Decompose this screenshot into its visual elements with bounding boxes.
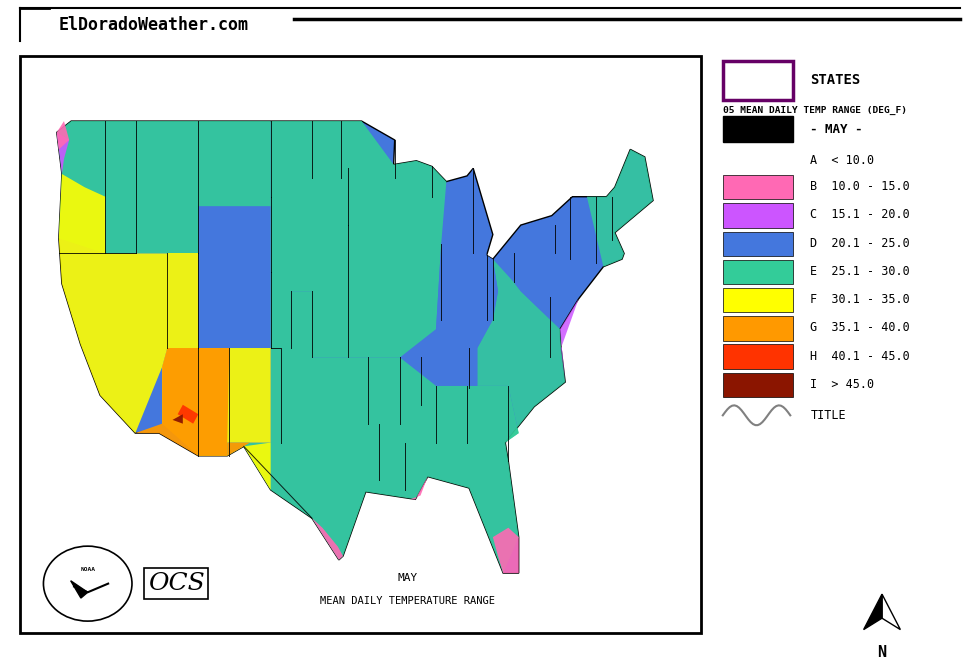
Polygon shape <box>560 299 578 382</box>
Bar <box>723 345 793 369</box>
Text: OCS: OCS <box>148 572 205 595</box>
Bar <box>723 203 793 227</box>
Text: N: N <box>877 645 887 659</box>
Polygon shape <box>227 291 518 573</box>
Text: 05 MEAN DAILY TEMP RANGE (DEG_F): 05 MEAN DAILY TEMP RANGE (DEG_F) <box>723 106 906 115</box>
Bar <box>723 260 793 284</box>
Polygon shape <box>135 348 229 456</box>
Polygon shape <box>71 581 88 598</box>
Polygon shape <box>312 518 343 560</box>
Polygon shape <box>57 121 270 254</box>
Polygon shape <box>411 476 427 500</box>
Polygon shape <box>57 121 70 150</box>
Text: G  35.1 - 40.0: G 35.1 - 40.0 <box>810 322 910 334</box>
Polygon shape <box>177 405 198 424</box>
Circle shape <box>43 546 132 621</box>
Text: A  < 10.0: A < 10.0 <box>810 154 874 167</box>
Polygon shape <box>882 594 901 629</box>
Bar <box>723 288 793 312</box>
Bar <box>723 316 793 341</box>
Text: ElDoradoWeather.com: ElDoradoWeather.com <box>59 16 249 34</box>
Polygon shape <box>57 121 653 573</box>
Polygon shape <box>270 121 446 357</box>
Text: H  40.1 - 45.0: H 40.1 - 45.0 <box>810 349 910 362</box>
Bar <box>723 116 793 142</box>
Text: C  15.1 - 20.0: C 15.1 - 20.0 <box>810 208 910 221</box>
Text: I  > 45.0: I > 45.0 <box>810 378 874 391</box>
Bar <box>723 175 793 200</box>
Polygon shape <box>227 443 250 456</box>
Polygon shape <box>57 132 70 174</box>
Text: MAY: MAY <box>398 573 417 583</box>
Text: TITLE: TITLE <box>810 409 846 422</box>
Polygon shape <box>477 259 565 443</box>
Text: MEAN DAILY TEMPERATURE RANGE: MEAN DAILY TEMPERATURE RANGE <box>320 596 495 606</box>
Polygon shape <box>162 348 270 456</box>
Polygon shape <box>436 168 498 386</box>
Text: NOAA: NOAA <box>80 567 95 572</box>
Text: B  10.0 - 15.0: B 10.0 - 15.0 <box>810 180 910 193</box>
Polygon shape <box>244 443 270 490</box>
Text: F  30.1 - 35.0: F 30.1 - 35.0 <box>810 293 910 306</box>
Polygon shape <box>59 174 168 433</box>
Text: D  20.1 - 25.0: D 20.1 - 25.0 <box>810 237 910 250</box>
Text: STATES: STATES <box>810 73 860 88</box>
Polygon shape <box>587 150 653 267</box>
Bar <box>723 373 793 397</box>
Bar <box>723 231 793 256</box>
Bar <box>723 61 793 100</box>
Polygon shape <box>168 254 198 348</box>
Polygon shape <box>493 528 518 573</box>
Text: E  25.1 - 30.0: E 25.1 - 30.0 <box>810 265 910 278</box>
Polygon shape <box>172 415 183 424</box>
Polygon shape <box>863 594 882 629</box>
Polygon shape <box>514 282 560 329</box>
Text: - MAY -: - MAY - <box>810 123 862 136</box>
